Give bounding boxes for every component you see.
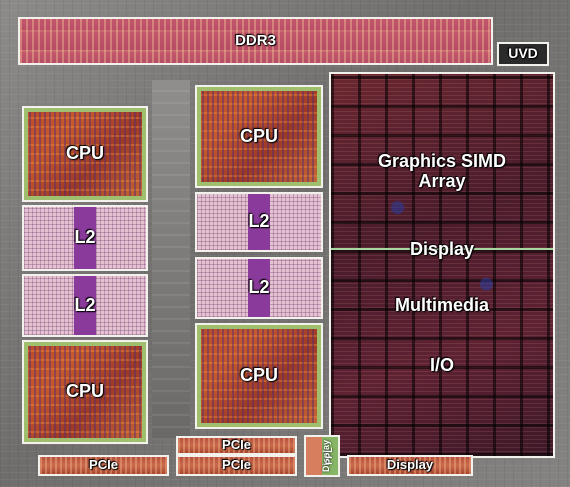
pcie-block-middle: PCIe xyxy=(176,455,297,476)
uvd-block: UVD xyxy=(497,42,549,66)
display-label: Display xyxy=(409,239,475,259)
l2-cache-4: L2 xyxy=(195,257,323,319)
northbridge-region xyxy=(152,80,190,440)
display-io-block: Display xyxy=(347,455,473,476)
pcie-block-top: PCIe xyxy=(176,436,297,455)
l2-label: L2 xyxy=(74,227,96,248)
gpu-block: Graphics SIMD Array Display Multimedia I… xyxy=(329,72,555,458)
cpu-core-4: CPU xyxy=(195,323,323,429)
pcie-label: PCIe xyxy=(222,457,251,473)
cpu-label: CPU xyxy=(239,365,278,386)
graphics-simd-array-label: Graphics SIMD Array xyxy=(377,151,507,191)
cpu-core-3: CPU xyxy=(195,85,323,188)
l2-label: L2 xyxy=(248,277,270,298)
l2-cache-3: L2 xyxy=(195,192,323,252)
pcie-label: PCIe xyxy=(222,437,251,453)
pcie-block-left: PCIe xyxy=(38,455,169,476)
pcie-label: PCIe xyxy=(89,457,118,473)
display-ppl-block: Display PPL xyxy=(304,435,340,477)
gpu-divider-line xyxy=(331,248,553,250)
l2-cache-1: L2 xyxy=(22,205,148,271)
ddr3-label: DDR3 xyxy=(235,31,276,49)
display-ppl-label-ppl: PPL xyxy=(323,447,334,465)
cpu-core-2: CPU xyxy=(22,340,148,444)
cpu-label: CPU xyxy=(65,143,104,164)
uvd-label: UVD xyxy=(508,45,538,62)
l2-cache-2: L2 xyxy=(22,274,148,337)
io-label: I/O xyxy=(429,355,454,375)
multimedia-label: Multimedia xyxy=(394,295,489,315)
cpu-label: CPU xyxy=(239,125,278,146)
ddr3-block: DDR3 xyxy=(18,17,493,65)
display-io-label: Display xyxy=(386,457,434,473)
cpu-label: CPU xyxy=(65,381,104,402)
l2-label: L2 xyxy=(248,211,270,232)
l2-label: L2 xyxy=(74,294,96,315)
cpu-core-1: CPU xyxy=(22,106,148,202)
